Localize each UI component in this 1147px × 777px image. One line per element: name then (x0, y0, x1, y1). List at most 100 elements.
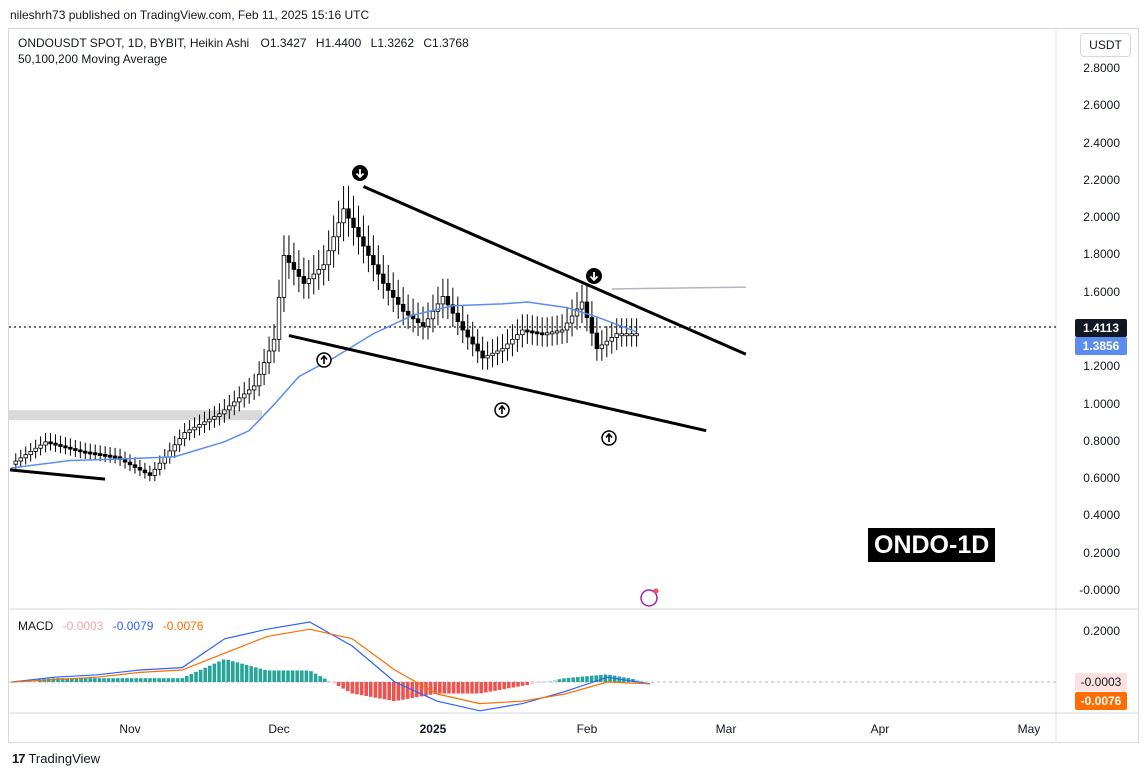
candle-body (520, 329, 525, 336)
candle-body (122, 459, 128, 463)
candle-body (480, 350, 485, 359)
macd-histogram-bar (267, 670, 272, 682)
macd-histogram-bar (272, 670, 276, 682)
macd-histogram-bar (258, 668, 263, 682)
macd-histogram-bar (290, 670, 295, 682)
macd-histogram-bar (129, 678, 134, 682)
macd-histogram-bar (428, 682, 433, 695)
macd-histogram-bar (373, 682, 378, 698)
tradingview-logo[interactable]: 17 TradingView (12, 751, 100, 766)
macd-histogram-bar (281, 670, 286, 682)
macd-histogram-bar (313, 673, 318, 682)
macd-histogram-bar (336, 682, 341, 687)
macd-histogram-bar (451, 682, 456, 694)
candle-body (137, 467, 143, 471)
candle-body (286, 255, 292, 263)
macd-histogram-bar (79, 678, 83, 682)
candle-body (177, 438, 182, 446)
macd-histogram-bar (557, 679, 562, 682)
candle-body (147, 472, 153, 476)
macd-histogram-bar (120, 678, 125, 682)
macd-histogram-bar (640, 680, 644, 682)
macd-histogram-bar (231, 661, 235, 682)
candle-body (78, 449, 83, 453)
time-tick-label: May (1017, 722, 1041, 736)
indicator-label[interactable]: 50,100,200 Moving Average (18, 52, 168, 66)
macd-histogram-bar (364, 682, 368, 697)
candle-body (23, 454, 28, 459)
macd-histogram-bar (83, 678, 88, 682)
macd-histogram-bar (530, 682, 534, 685)
macd-histogram-bar (217, 661, 221, 682)
macd-histogram-bar (226, 659, 230, 682)
candle-body (68, 446, 73, 450)
candle-body (157, 462, 162, 470)
macd-histogram-bar (88, 678, 92, 682)
macd-histogram-bar (470, 682, 474, 694)
moving-average (10, 301, 637, 469)
trend-lines (9, 185, 747, 481)
candle-body (599, 344, 605, 350)
price-tick-label: -0.0000 (1079, 583, 1120, 597)
candle-body (624, 333, 629, 337)
candle-body (232, 401, 237, 407)
candle-body (276, 296, 282, 340)
price-tick-label: 1.0000 (1083, 396, 1120, 411)
macd-histogram-bar (461, 682, 465, 694)
ohlc-values: O1.3427 H1.4400 L1.3262 C1.3768 (261, 36, 475, 50)
macd-histogram-bar (327, 681, 332, 683)
candle-body (405, 310, 411, 316)
macd-histogram-bar (599, 674, 603, 682)
macd-histogram-bar (341, 682, 345, 689)
candle-body (336, 222, 341, 238)
early-trend-line (9, 468, 106, 481)
candle-body (58, 444, 63, 447)
tradingview-mark-icon: 17 (12, 751, 26, 766)
candle-body (202, 421, 207, 425)
macd-histogram-bar (387, 682, 391, 701)
candle-body (222, 409, 227, 415)
candle-body (88, 451, 93, 455)
candle-body (172, 444, 177, 452)
macd-label[interactable]: MACD (18, 619, 54, 633)
macd-histogram-bar (249, 666, 253, 682)
ma-price-tag: 1.3856 (1075, 337, 1127, 355)
macd-histogram-bar (511, 682, 516, 688)
grid (9, 29, 1138, 742)
macd-histogram-bar (516, 682, 520, 687)
support-line (288, 334, 707, 433)
candle-body (540, 332, 545, 336)
bottom-marker-dec (316, 352, 332, 368)
candle-body (83, 450, 88, 454)
macd-histogram-bar (143, 678, 148, 682)
candle-body (112, 455, 118, 459)
currency-button[interactable]: USDT (1080, 33, 1131, 57)
moving-average-line (10, 301, 637, 469)
macd-histogram-bar (438, 682, 442, 694)
macd-histogram-bar (157, 678, 161, 682)
time-tick-label: Apr (870, 722, 890, 736)
macd-histogram-bar (419, 682, 424, 697)
macd-histogram-bar (447, 682, 451, 694)
macd-histogram-bar (585, 676, 589, 682)
candle-body (634, 333, 639, 337)
candle-body (584, 301, 590, 318)
candle-body (505, 343, 510, 350)
candle-body (271, 338, 277, 352)
candle-body (102, 453, 108, 457)
close-value: C1.3768 (423, 36, 469, 50)
macd-signal-tag: -0.0076 (1075, 692, 1127, 710)
chart-legend: ONDOUSDT SPOT, 1D, BYBIT, Heikin Ashi O1… (18, 35, 475, 67)
symbol-label[interactable]: ONDOUSDT SPOT, 1D, BYBIT, Heikin Ashi (18, 36, 250, 50)
candle-body (386, 282, 391, 291)
resistance-line (362, 185, 747, 356)
candle-body (589, 317, 595, 334)
candle-body (152, 468, 158, 476)
macd-histogram-bar (185, 676, 189, 682)
candle-body (425, 318, 431, 327)
candle-body (574, 308, 580, 317)
candle-body (356, 227, 361, 238)
macd-histogram-bar (318, 676, 322, 682)
candle-body (217, 413, 222, 417)
